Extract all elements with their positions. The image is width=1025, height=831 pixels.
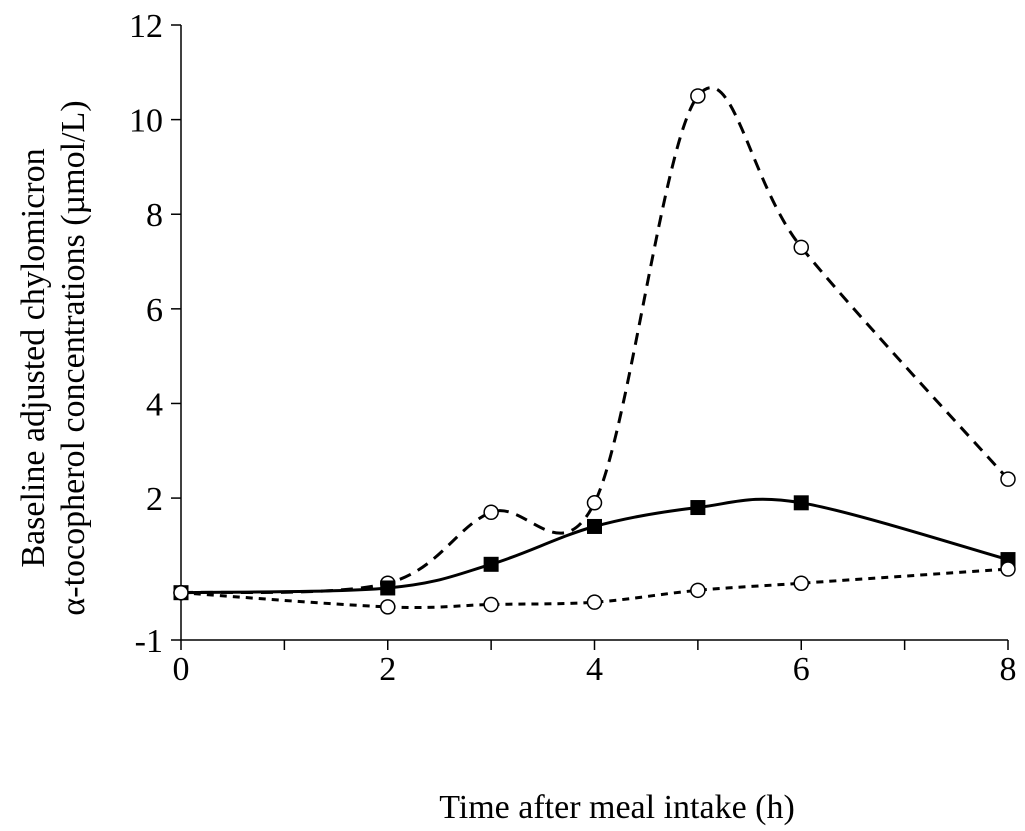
y-tick-label: 8: [146, 197, 163, 234]
series-3: [173, 561, 1016, 615]
x-tick-label: 8: [1000, 651, 1017, 688]
series-3-point: [380, 599, 396, 615]
y-tick-label: 10: [129, 103, 163, 140]
series-2-point: [483, 556, 499, 572]
axes: -1 2 4 6 8 10 12 0 2 4 6 8: [129, 8, 1017, 688]
series-3-point: [586, 594, 603, 610]
series-layer: [173, 86, 1016, 615]
series-1-point: [690, 88, 706, 104]
series-2: [173, 495, 1016, 601]
y-tick-label: -1: [135, 623, 163, 660]
series-3-point: [173, 584, 189, 601]
series-1-point: [1000, 471, 1016, 487]
x-tick-label: 2: [379, 651, 396, 688]
series-3-point: [690, 582, 706, 599]
series-3-point: [793, 575, 809, 591]
x-tick-label: 4: [586, 651, 603, 688]
series-2-point: [690, 500, 706, 516]
y-tick-label: 12: [129, 8, 163, 45]
y-tick-label: 4: [146, 386, 163, 423]
series-2-point: [380, 580, 396, 596]
series-3-point: [483, 596, 499, 613]
series-2-point: [587, 518, 602, 534]
x-axis-title: Time after meal intake (h): [439, 789, 795, 826]
series-1-point: [483, 504, 499, 521]
series-3-line: [180, 567, 1009, 609]
y-tick-label: 6: [146, 292, 163, 329]
series-3-point: [1000, 561, 1016, 577]
y-tick-label: 2: [146, 481, 163, 518]
y-axis-title-line-2: α-tocopherol concentrations (µmol/L): [55, 100, 92, 615]
series-1-line: [180, 86, 1010, 595]
x-tick-label: 0: [173, 651, 190, 688]
series-2-point: [793, 495, 809, 511]
series-1-point: [793, 239, 809, 256]
series-1-point: [586, 495, 603, 511]
x-tick-label: 6: [793, 651, 810, 688]
y-axis-title-line-1: Baseline adjusted chylomicron: [15, 148, 52, 567]
